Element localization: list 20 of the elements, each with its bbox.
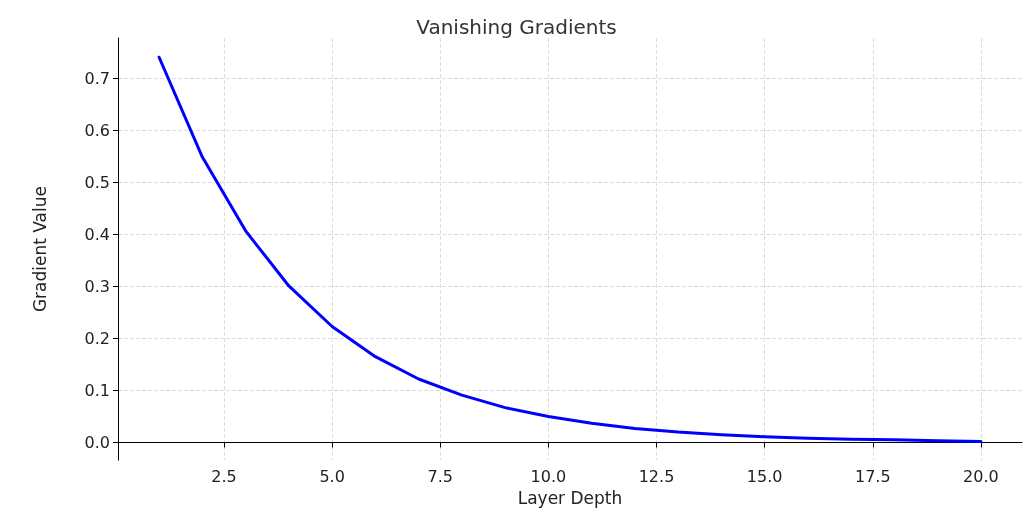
x-tick-label: 5.0 — [319, 466, 345, 486]
x-tick-label: 2.5 — [211, 466, 237, 486]
y-tick-label: 0.4 — [84, 224, 110, 244]
x-tick-label: 12.5 — [638, 466, 675, 486]
x-tick-label: 17.5 — [854, 466, 891, 486]
x-tick-label: 15.0 — [746, 466, 783, 486]
line-series — [157, 55, 983, 443]
x-tick-label: 10.0 — [530, 466, 567, 486]
x-tick-label: 7.5 — [427, 466, 453, 486]
x-axis-title: Layer Depth — [517, 487, 623, 508]
y-tick-label: 0.1 — [84, 380, 110, 400]
y-tick-label: 0.2 — [84, 328, 110, 348]
y-tick-label: 0.5 — [84, 173, 110, 193]
y-axis-title: Gradient Value — [29, 186, 50, 313]
chart-title: Vanishing Gradients — [416, 15, 617, 39]
y-tick-label: 0.7 — [84, 69, 110, 89]
y-tick-label: 0.3 — [84, 276, 110, 296]
y-tick-label: 0.0 — [84, 432, 110, 452]
y-tick-label: 0.6 — [84, 121, 110, 141]
x-tick-label: 20.0 — [963, 466, 999, 486]
